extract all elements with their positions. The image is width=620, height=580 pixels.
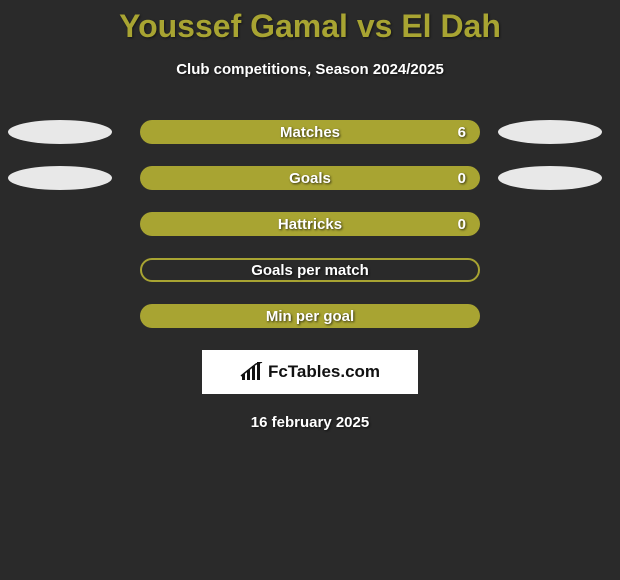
bar-chart-icon [240, 362, 264, 382]
stat-bar: Hattricks 0 [140, 212, 480, 236]
stat-bar: Goals per match [140, 258, 480, 282]
subtitle: Club competitions, Season 2024/2025 [0, 61, 620, 78]
stat-label: Hattricks [278, 216, 342, 233]
stat-value: 0 [458, 216, 466, 233]
stat-label: Min per goal [266, 308, 354, 325]
player-marker-right [498, 120, 602, 144]
stat-bar: Min per goal [140, 304, 480, 328]
stat-bar: Matches 6 [140, 120, 480, 144]
player-marker-left [8, 166, 112, 190]
stat-value: 0 [458, 170, 466, 187]
stat-label: Goals per match [251, 262, 369, 279]
player-marker-right [498, 166, 602, 190]
stat-row: Hattricks 0 [0, 212, 620, 236]
stat-label: Matches [280, 124, 340, 141]
stat-rows: Matches 6 Goals 0 Hattricks 0 Goals per … [0, 120, 620, 328]
source-logo: FcTables.com [202, 350, 418, 394]
page-title: Youssef Gamal vs El Dah [0, 0, 620, 45]
comparison-infographic: Youssef Gamal vs El Dah Club competition… [0, 0, 620, 580]
stat-row: Matches 6 [0, 120, 620, 144]
player-marker-left [8, 120, 112, 144]
logo-text: FcTables.com [268, 362, 380, 382]
stat-label: Goals [289, 170, 331, 187]
stat-bar: Goals 0 [140, 166, 480, 190]
stat-value: 6 [458, 124, 466, 141]
stat-row: Goals per match [0, 258, 620, 282]
stat-row: Goals 0 [0, 166, 620, 190]
stat-row: Min per goal [0, 304, 620, 328]
date-label: 16 february 2025 [0, 414, 620, 431]
